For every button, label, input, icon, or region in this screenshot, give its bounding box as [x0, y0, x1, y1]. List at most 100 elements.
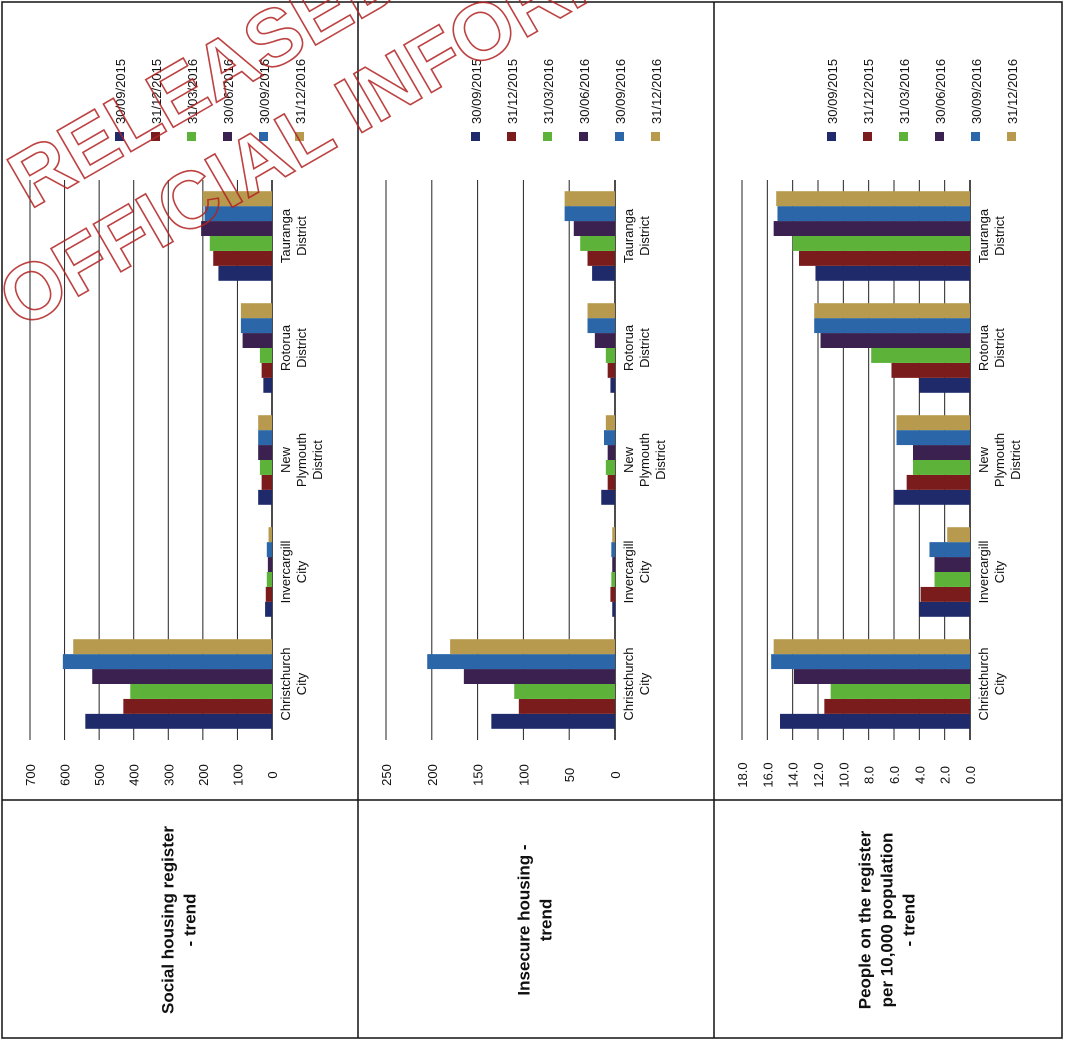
chart-1-bar-cat-4-series-5 [564, 191, 615, 207]
chart-1-bar-cat-2-series-0 [601, 489, 615, 505]
chart-1-tick-label-2: 100 [516, 764, 531, 786]
chart-0-category-label-0-1: City [294, 672, 309, 695]
chart-2-legend-label-1: 31/12/2015 [861, 59, 876, 124]
chart-1-bar-cat-2-series-1 [607, 474, 615, 490]
row-1-title-line-0: Insecure housing - [514, 844, 533, 995]
chart-2-bar-cat-0-series-5 [773, 639, 970, 655]
chart-0-category-label-2-2: District [310, 440, 325, 480]
chart-1-legend-label-3: 30/06/2016 [577, 59, 592, 124]
chart-2-bar-cat-2-series-1 [906, 474, 970, 490]
chart-1-category-label-2-1: Plymouth [637, 433, 652, 487]
chart-1-bar-cat-1-series-0 [612, 601, 615, 617]
chart-2-bar-cat-3-series-4 [814, 318, 970, 334]
chart-0-bar-cat-4-series-2 [209, 236, 272, 251]
chart-2-bar-cat-2-series-3 [913, 445, 970, 460]
chart-1-category-label-3-1: District [637, 328, 652, 368]
chart-0-tick-label-0: 0 [265, 771, 280, 778]
chart-2-category-label-1-0: Invercargill [976, 540, 991, 603]
chart-0-bar-cat-1-series-2 [266, 572, 272, 587]
chart-2-bar-cat-3-series-1 [891, 362, 970, 378]
chart-1-bar-cat-4-series-3 [573, 221, 615, 236]
chart-0-tick-label-7: 700 [23, 764, 38, 786]
row-0-title-line-1: - trend [180, 894, 199, 947]
chart-2-category-label-0-0: Christchurch [976, 648, 991, 721]
chart-1-category-label-1-0: Invercargill [621, 540, 636, 603]
chart-1-bar-cat-4-series-4 [564, 206, 615, 222]
chart-0-legend-swatch-5 [295, 132, 304, 141]
chart-0-bar-cat-0-series-4 [62, 654, 272, 670]
chart-1-bar-cat-3-series-0 [610, 377, 615, 393]
chart-1-bar-cat-2-series-3 [607, 445, 615, 460]
chart-0-bar-cat-3-series-2 [259, 348, 272, 363]
chart-2-tick-label-7: 14.0 [786, 762, 801, 787]
chart-0-bar-cat-0-series-1 [123, 698, 272, 714]
chart-2-legend-swatch-4 [971, 132, 980, 141]
chart-2-category-label-3-0: Rotorua [976, 324, 991, 371]
chart-0-bar-cat-4-series-4 [204, 206, 272, 222]
chart-1-tick-label-5: 250 [379, 764, 394, 786]
chart-2-tick-label-8: 16.0 [760, 762, 775, 787]
chart-2-tick-label-9: 18.0 [735, 762, 750, 787]
chart-0-category-label-1-1: City [294, 560, 309, 583]
chart-2-category-label-0-1: City [992, 672, 1007, 695]
chart-0-legend-label-1: 31/12/2015 [149, 59, 164, 124]
chart-2-legend-swatch-0 [827, 132, 836, 141]
chart-1-bar-cat-1-series-4 [611, 542, 615, 558]
row-2-title-line-1: per 10,000 population [877, 833, 896, 1008]
chart-2-category-label-1-1: City [992, 560, 1007, 583]
chart-0-bar-cat-0-series-5 [73, 639, 272, 655]
chart-2-bar-cat-2-series-4 [896, 430, 970, 446]
row-1-title-line-1: trend [536, 899, 555, 942]
chart-2-tick-label-4: 8.0 [862, 766, 877, 784]
chart-1-tick-label-1: 50 [562, 768, 577, 782]
chart-1-legend-label-4: 30/09/2016 [613, 59, 628, 124]
chart-0-category-label-3-1: District [294, 328, 309, 368]
chart-1-bar-cat-0-series-5 [450, 639, 615, 655]
chart-1-tick-label-0: 0 [608, 771, 623, 778]
chart-0-legend-swatch-4 [259, 132, 268, 141]
chart-1-category-label-2-0: New [621, 446, 636, 473]
chart-1-bar-cat-3-series-5 [587, 303, 615, 319]
chart-2-bar-cat-1-series-4 [929, 542, 970, 558]
chart-2-bar-cat-1-series-0 [919, 601, 970, 617]
chart-0-legend-label-2: 31/03/2016 [185, 59, 200, 124]
chart-2-legend-label-0: 30/09/2015 [825, 59, 840, 124]
chart-0-bar-cat-2-series-2 [259, 460, 272, 475]
chart-1-legend-label-5: 31/12/2016 [649, 59, 664, 124]
chart-2-bar-cat-4-series-2 [792, 236, 970, 251]
chart-1-bar-cat-4-series-2 [580, 236, 615, 251]
chart-0-bar-cat-3-series-4 [240, 318, 272, 334]
chart-0-legend-label-3: 30/06/2016 [221, 59, 236, 124]
chart-0-bar-cat-2-series-0 [258, 489, 272, 505]
chart-1-bar-cat-2-series-4 [604, 430, 615, 446]
chart-0-legend-label-5: 31/12/2016 [293, 59, 308, 124]
chart-2-legend-swatch-3 [935, 132, 944, 141]
chart-2-category-label-4-1: District [992, 216, 1007, 256]
chart-0-tick-label-3: 300 [161, 764, 176, 786]
chart-0-bar-cat-4-series-5 [202, 191, 272, 207]
chart-1-bar-cat-0-series-3 [463, 669, 615, 684]
chart-0-bar-cat-2-series-1 [261, 474, 272, 490]
row-2-title-line-0: People on the register [855, 830, 874, 1009]
chart-2-bar-cat-1-series-2 [934, 572, 970, 587]
chart-2-bar-cat-2-series-5 [896, 415, 970, 431]
chart-2-bar-cat-4-series-0 [815, 265, 970, 281]
chart-0-category-label-4-0: Tauranga [278, 208, 293, 263]
chart-1-bar-cat-4-series-0 [592, 265, 615, 281]
chart-2-bar-cat-4-series-1 [799, 250, 970, 266]
chart-0-tick-label-5: 500 [92, 764, 107, 786]
chart-1-bar-cat-3-series-2 [605, 348, 615, 363]
chart-0-bar-cat-1-series-0 [265, 601, 272, 617]
chart-1-bar-cat-1-series-5 [612, 527, 615, 543]
chart-0-tick-label-2: 200 [196, 764, 211, 786]
chart-0-bar-cat-0-series-0 [85, 713, 272, 729]
chart-1-bar-cat-1-series-3 [612, 557, 615, 572]
chart-2: 0.0 2.0 4.0 6.0 8.0 10.0 12.0 14.0 16.0 18.0 Chris… [735, 59, 1023, 788]
chart-0-bar-cat-4-series-3 [201, 221, 272, 236]
chart-1-legend-swatch-3 [579, 132, 588, 141]
chart-1-bar-cat-4-series-1 [587, 250, 615, 266]
chart-0-category-label-2-0: New [278, 446, 293, 473]
chart-2-tick-label-0: 0.0 [963, 766, 978, 784]
